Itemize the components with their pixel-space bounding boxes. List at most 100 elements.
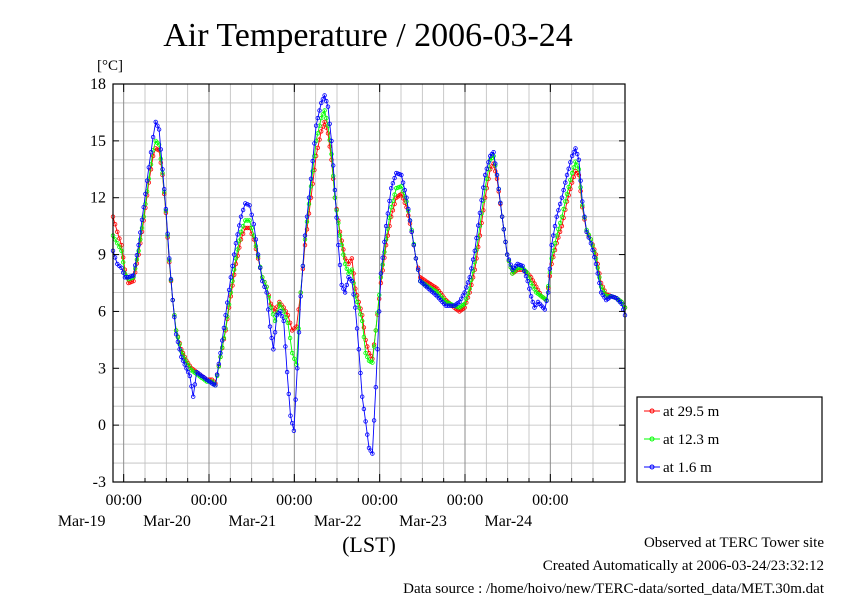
data-point (530, 299, 535, 305)
series-line (112, 109, 626, 387)
data-point (139, 217, 145, 222)
data-point (134, 252, 140, 258)
data-point (292, 356, 297, 361)
data-point (290, 350, 295, 356)
data-point (544, 298, 549, 304)
data-point (349, 278, 355, 284)
data-point (467, 275, 472, 280)
data-point (547, 266, 553, 271)
data-point (119, 265, 124, 270)
data-point (549, 242, 554, 248)
data-point (557, 220, 563, 226)
data-point (264, 290, 269, 295)
data-point (324, 115, 329, 121)
footer-created-timestamp: Created Automatically at 2006-03-24/23:3… (542, 558, 824, 574)
data-point (237, 238, 242, 243)
data-point (561, 206, 566, 212)
data-point (498, 200, 503, 205)
data-point (358, 370, 363, 376)
data-point (238, 229, 244, 234)
data-point (358, 312, 363, 317)
legend-item: at 29.5 m (644, 404, 720, 420)
data-point (233, 240, 239, 246)
data-point (582, 214, 587, 219)
data-point (377, 292, 382, 298)
data-point (482, 172, 488, 178)
data-point (277, 301, 282, 306)
data-point (586, 235, 591, 240)
data-point (189, 384, 194, 389)
data-point (595, 265, 600, 270)
data-point (161, 186, 167, 192)
data-point (219, 338, 225, 343)
data-point (378, 271, 384, 276)
data-point (177, 347, 182, 352)
data-point (559, 214, 565, 219)
data-point (247, 203, 252, 208)
data-point (360, 318, 365, 324)
data-point (385, 233, 390, 238)
data-point (172, 314, 177, 320)
data-point (491, 149, 496, 155)
data-point (179, 354, 184, 360)
data-point (156, 127, 162, 132)
data-point (413, 256, 419, 261)
data-point (597, 280, 602, 286)
data-point (341, 247, 346, 252)
data-point (156, 142, 162, 147)
data-point (571, 165, 576, 170)
data-point (576, 157, 582, 162)
data-point (143, 191, 148, 197)
data-point (255, 252, 261, 257)
data-point (375, 347, 380, 352)
data-point (415, 267, 421, 272)
data-point (568, 160, 573, 165)
data-point (185, 369, 191, 375)
data-point (308, 184, 314, 189)
data-point (235, 232, 240, 237)
data-point (225, 300, 230, 305)
data-point (315, 115, 320, 121)
data-point (295, 366, 300, 371)
data-point (319, 129, 324, 134)
data-point (575, 151, 580, 157)
data-point (409, 229, 414, 234)
data-point (474, 235, 479, 241)
data-point (138, 230, 143, 235)
data-point (365, 344, 370, 349)
data-point (479, 197, 484, 203)
data-point (392, 192, 397, 197)
data-point (476, 223, 481, 228)
data-point (312, 141, 317, 146)
data-point (315, 131, 320, 136)
data-point (233, 256, 239, 261)
data-point (344, 282, 349, 288)
data-point (190, 394, 196, 399)
data-point (569, 170, 575, 176)
data-point (117, 244, 122, 250)
data-point (319, 100, 324, 106)
data-point (590, 247, 595, 253)
y-tick-label: 18 (90, 76, 106, 93)
y-tick-label: -3 (93, 474, 106, 491)
x-tick-time-label: 00:00 (105, 492, 141, 509)
data-point (167, 256, 172, 261)
data-point (230, 263, 235, 269)
data-point (317, 108, 322, 113)
data-point (322, 108, 327, 113)
data-point (520, 263, 525, 269)
data-point (383, 223, 389, 229)
data-point (120, 270, 126, 275)
series-line (112, 94, 626, 456)
data-point (566, 184, 571, 190)
data-point (377, 309, 382, 314)
data-point (115, 240, 120, 246)
data-point (120, 260, 126, 265)
data-point (506, 257, 512, 262)
data-point (284, 369, 290, 375)
data-point (325, 104, 331, 109)
data-point (117, 236, 122, 241)
footer-observed-site: Observed at TERC Tower site (643, 535, 824, 551)
data-point (136, 248, 141, 253)
